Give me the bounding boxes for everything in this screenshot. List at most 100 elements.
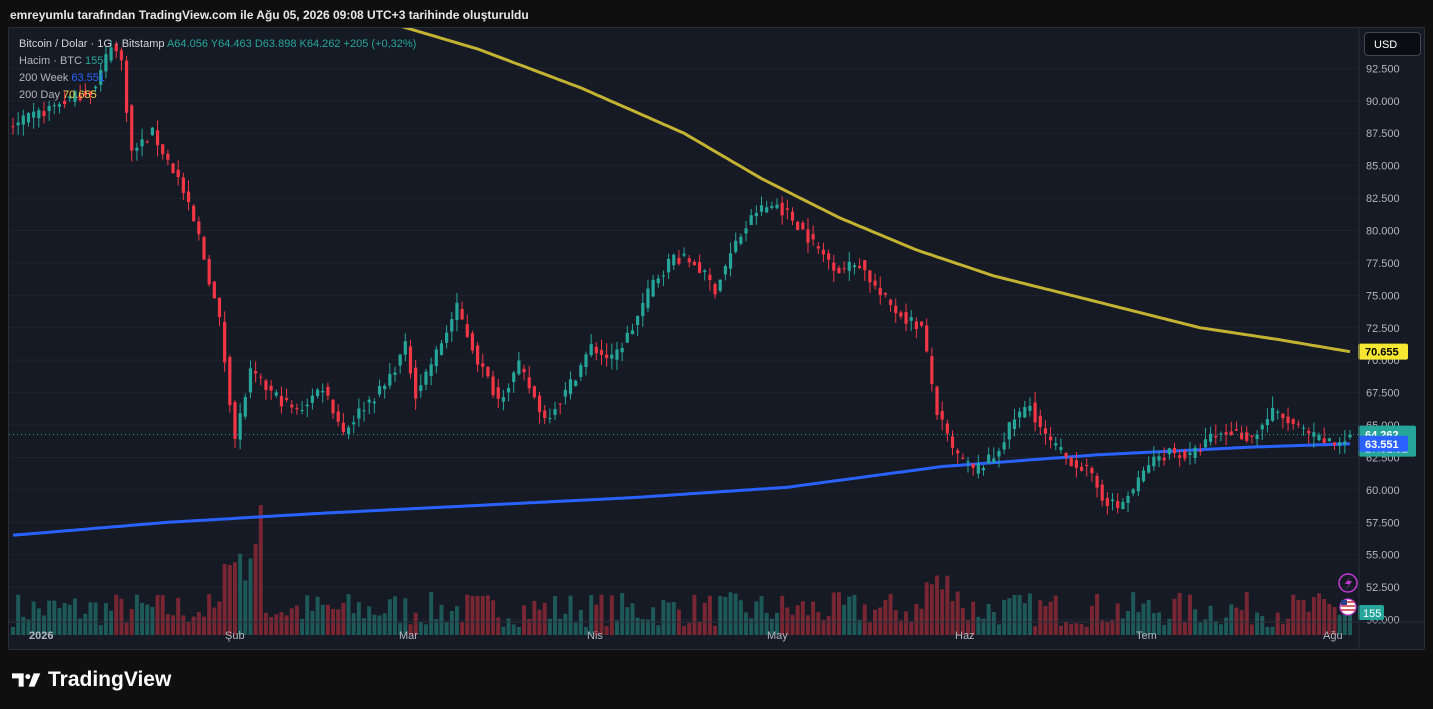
- candle-body: [553, 409, 557, 415]
- candle-body: [243, 397, 247, 417]
- ma-week-price-tag: 63.551: [1365, 439, 1399, 451]
- volume-bar: [393, 596, 397, 635]
- candle-body: [414, 367, 418, 399]
- volume-bar: [372, 614, 377, 635]
- candle-body: [1348, 434, 1352, 438]
- candle-body: [713, 284, 717, 295]
- y-tick-label: 92.500: [1366, 63, 1400, 75]
- candle-body: [574, 380, 578, 386]
- legend-ma-week-row[interactable]: 200 Week 63.551: [19, 70, 416, 87]
- candle-body: [233, 402, 237, 439]
- candle-body: [666, 258, 671, 273]
- volume-bar: [1265, 626, 1270, 635]
- candle-body: [150, 127, 154, 136]
- volume-bar: [124, 622, 129, 635]
- candle-body: [403, 341, 407, 355]
- volume-bar: [176, 597, 181, 635]
- candle-body: [305, 404, 309, 407]
- volume-bar: [764, 613, 769, 635]
- volume-bar: [945, 575, 950, 635]
- candle-body: [796, 221, 800, 230]
- candle-body: [945, 423, 949, 434]
- volume-bar: [594, 604, 599, 635]
- candle-body: [63, 100, 67, 105]
- volume-bar: [1306, 611, 1311, 635]
- volume-bar: [1224, 617, 1229, 635]
- candle-body: [78, 95, 82, 101]
- candle-body: [83, 91, 87, 96]
- candle-body: [434, 349, 438, 367]
- candle-body: [259, 376, 263, 378]
- candle-body: [166, 153, 170, 160]
- volume-bar: [315, 596, 320, 635]
- volume-bar: [346, 594, 351, 635]
- volume-bar: [1208, 605, 1213, 635]
- currency-button[interactable]: USD: [1364, 32, 1421, 56]
- candle-body: [274, 392, 278, 396]
- volume-bar: [496, 617, 501, 635]
- volume-bar: [811, 601, 816, 635]
- volume-bar: [718, 596, 723, 635]
- volume-bar: [67, 604, 72, 635]
- chart-panel[interactable]: 92.500 90.000 87.500 85.000 82.500 80.000 77.5…: [8, 27, 1425, 650]
- volume-bar: [733, 593, 738, 635]
- candle-body: [1270, 407, 1275, 421]
- volume-bar: [630, 603, 635, 635]
- volume-bar: [1038, 600, 1043, 635]
- volume-bar: [1012, 594, 1017, 635]
- volume-bar: [1053, 595, 1058, 635]
- volume-bar: [1095, 593, 1100, 635]
- volume-bar: [1337, 614, 1342, 635]
- volume-bar: [584, 626, 588, 635]
- candle-body: [1214, 435, 1218, 438]
- candle-body: [155, 130, 160, 146]
- y-tick-label: 55.000: [1366, 550, 1400, 562]
- candle-body: [914, 321, 918, 330]
- volume-bar: [1332, 606, 1337, 635]
- candle-body: [1322, 438, 1326, 444]
- legend-symbol-row[interactable]: Bitcoin / Dolar · 1G · Bitstamp A64.056 …: [19, 36, 416, 53]
- lightning-icon[interactable]: [1338, 573, 1358, 593]
- candle-body: [1219, 433, 1223, 435]
- candle-body: [697, 262, 702, 273]
- volume-bar: [202, 616, 206, 635]
- volume-bar: [790, 614, 795, 635]
- volume-bar: [294, 605, 299, 635]
- volume-bar: [950, 601, 955, 635]
- candle-body: [73, 91, 77, 102]
- volume-bar: [909, 621, 914, 635]
- volume-bar: [465, 594, 470, 635]
- volume-bar: [568, 595, 573, 635]
- volume-bar: [114, 594, 119, 635]
- candle-body: [636, 315, 640, 325]
- volume-bar: [403, 598, 408, 635]
- legend-ma-day-row[interactable]: 200 Day 70.655: [19, 87, 416, 104]
- volume-bar: [1260, 615, 1265, 635]
- candle-body: [1012, 419, 1017, 430]
- volume-bar: [1002, 599, 1007, 635]
- volume-bar: [516, 626, 521, 635]
- candle-body: [641, 302, 645, 317]
- candle-body: [909, 317, 913, 321]
- candle-body: [759, 205, 764, 212]
- volume-bar: [387, 599, 392, 635]
- candle-body: [512, 372, 516, 383]
- volume-bar: [1120, 618, 1125, 635]
- candle-body: [140, 139, 144, 147]
- volume-bar: [186, 621, 191, 635]
- ma-week-label: 200 Week: [19, 72, 69, 84]
- ma-week-price-tag-bg: [1358, 435, 1408, 452]
- price-chart[interactable]: 92.500 90.000 87.500 85.000 82.500 80.000 77.5…: [9, 28, 1424, 649]
- candle-body: [692, 262, 697, 266]
- candle-body: [300, 410, 304, 412]
- volume-bar: [826, 616, 831, 635]
- candle-body: [1069, 457, 1073, 467]
- candle-body: [326, 386, 330, 396]
- volume-bar: [1198, 622, 1203, 635]
- x-tick-label: May: [767, 630, 788, 642]
- legend-volume-row[interactable]: Hacim · BTC 155: [19, 53, 416, 70]
- candle-body: [279, 395, 284, 407]
- candle-body: [124, 60, 129, 113]
- candle-body: [1018, 411, 1022, 418]
- volume-bar: [893, 610, 898, 635]
